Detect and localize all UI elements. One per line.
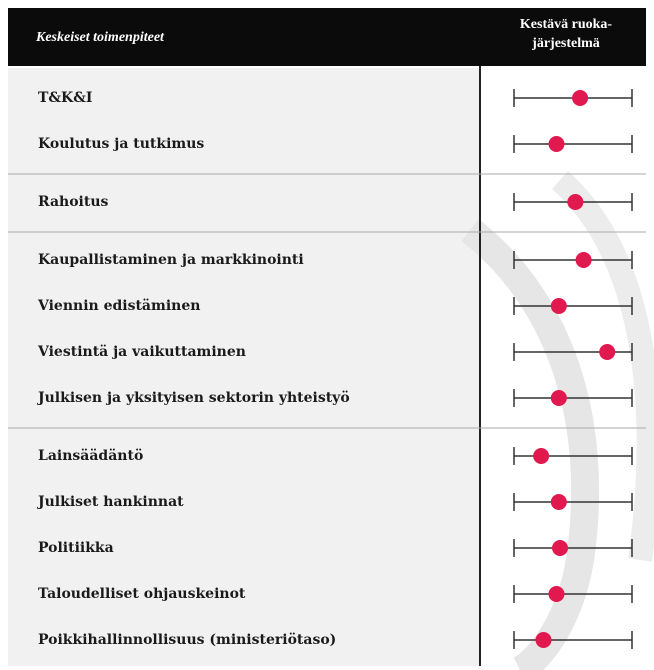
row-label: Rahoitus <box>38 194 109 210</box>
header-bar <box>8 8 646 66</box>
dot <box>575 252 592 268</box>
row-label: Taloudelliset ohjauskeinot <box>38 586 246 602</box>
header: Keskeiset toimenpiteet <box>35 30 165 45</box>
row-label: Poikkihallinnollisuus (ministeriötaso) <box>38 632 336 648</box>
dot <box>567 194 584 210</box>
dot <box>550 494 567 510</box>
dot <box>572 90 589 106</box>
dot <box>550 298 567 314</box>
row-label: Kaupallistaminen ja markkinointi <box>38 252 304 268</box>
row-label: Lainsäädäntö <box>38 448 143 464</box>
dot <box>599 344 616 360</box>
column-header: Kestävä ruoka- <box>520 17 613 32</box>
dot <box>550 390 567 406</box>
dot <box>548 136 565 152</box>
row-label: T&K&I <box>38 90 92 106</box>
dot <box>548 586 565 602</box>
label-column-bg <box>8 68 480 666</box>
dot <box>535 632 552 648</box>
row-label: Koulutus ja tutkimus <box>38 136 204 152</box>
row-label: Julkisen ja yksityisen sektorin yhteisty… <box>36 390 350 406</box>
column-header: järjestelmä <box>531 36 600 51</box>
dot <box>552 540 569 556</box>
dot <box>533 448 550 464</box>
decoration <box>461 218 599 670</box>
row-label: Julkiset hankinnat <box>36 494 184 510</box>
row-label: Viennin edistäminen <box>37 298 200 314</box>
decoration <box>551 171 654 562</box>
row-label: Politiikka <box>38 540 114 556</box>
row-label: Viestintä ja vaikuttaminen <box>37 344 246 360</box>
